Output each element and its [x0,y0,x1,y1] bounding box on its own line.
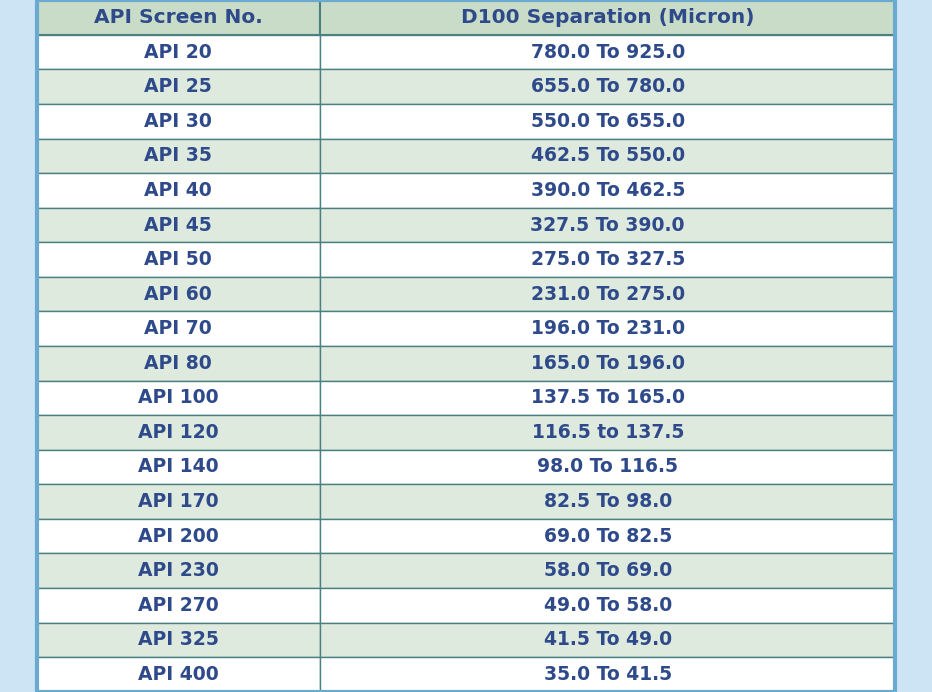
Text: API 120: API 120 [138,423,219,442]
Text: 231.0 To 275.0: 231.0 To 275.0 [530,284,685,304]
Text: 82.5 To 98.0: 82.5 To 98.0 [543,492,672,511]
Bar [36,311,320,346]
Text: 462.5 To 550.0: 462.5 To 550.0 [530,147,685,165]
Bar [320,173,896,208]
Bar [36,138,320,173]
Bar [36,554,320,588]
Bar [320,208,896,242]
Bar [320,381,896,415]
Bar [320,277,896,311]
Bar [320,415,896,450]
Text: 550.0 To 655.0: 550.0 To 655.0 [530,112,685,131]
Bar [320,519,896,554]
Text: API 60: API 60 [144,284,212,304]
Bar [36,519,320,554]
Bar [36,381,320,415]
Text: API Screen No.: API Screen No. [94,8,263,27]
Bar [320,346,896,381]
Text: API 140: API 140 [138,457,219,477]
Bar [36,242,320,277]
Bar [36,623,320,657]
Bar [320,242,896,277]
Bar [36,173,320,208]
Text: API 30: API 30 [144,112,212,131]
Text: API 230: API 230 [138,561,219,580]
Bar [36,484,320,519]
Bar [36,104,320,138]
Text: 655.0 To 780.0: 655.0 To 780.0 [530,78,685,96]
Text: 116.5 to 137.5: 116.5 to 137.5 [531,423,684,442]
Bar [36,415,320,450]
Text: 165.0 To 196.0: 165.0 To 196.0 [530,354,685,373]
Text: API 20: API 20 [144,43,212,62]
Bar [320,554,896,588]
Text: API 50: API 50 [144,250,212,269]
Bar [320,138,896,173]
Bar [36,69,320,104]
Text: API 170: API 170 [138,492,219,511]
Text: API 35: API 35 [144,147,212,165]
Bar [320,450,896,484]
Bar [320,484,896,519]
Text: 98.0 To 116.5: 98.0 To 116.5 [537,457,678,477]
Text: 41.5 To 49.0: 41.5 To 49.0 [543,630,672,649]
Text: API 40: API 40 [144,181,212,200]
Text: API 45: API 45 [144,215,212,235]
Text: API 100: API 100 [138,388,219,408]
Bar [320,588,896,623]
Text: API 80: API 80 [144,354,212,373]
Bar [36,588,320,623]
Text: 35.0 To 41.5: 35.0 To 41.5 [543,665,672,684]
Text: API 25: API 25 [144,78,212,96]
Bar [36,0,320,35]
Text: API 325: API 325 [138,630,219,649]
Text: API 70: API 70 [144,319,212,338]
Bar [320,104,896,138]
Text: 780.0 To 925.0: 780.0 To 925.0 [530,43,685,62]
Text: 58.0 To 69.0: 58.0 To 69.0 [543,561,672,580]
Bar [36,35,320,69]
Text: 275.0 To 327.5: 275.0 To 327.5 [530,250,685,269]
Text: 49.0 To 58.0: 49.0 To 58.0 [543,596,672,614]
Bar [320,0,896,35]
Text: 390.0 To 462.5: 390.0 To 462.5 [530,181,685,200]
Bar [320,657,896,692]
Bar [36,346,320,381]
Text: API 400: API 400 [138,665,219,684]
Bar [36,450,320,484]
Bar [320,623,896,657]
Bar [36,657,320,692]
Bar [36,208,320,242]
Text: D100 Separation (Micron): D100 Separation (Micron) [461,8,755,27]
Bar [320,311,896,346]
Bar [36,277,320,311]
Text: 69.0 To 82.5: 69.0 To 82.5 [543,527,672,545]
Bar [320,35,896,69]
Text: 137.5 To 165.0: 137.5 To 165.0 [530,388,685,408]
Text: 196.0 To 231.0: 196.0 To 231.0 [530,319,685,338]
Bar [320,69,896,104]
Text: 327.5 To 390.0: 327.5 To 390.0 [530,215,685,235]
Text: API 270: API 270 [138,596,219,614]
Text: API 200: API 200 [138,527,219,545]
